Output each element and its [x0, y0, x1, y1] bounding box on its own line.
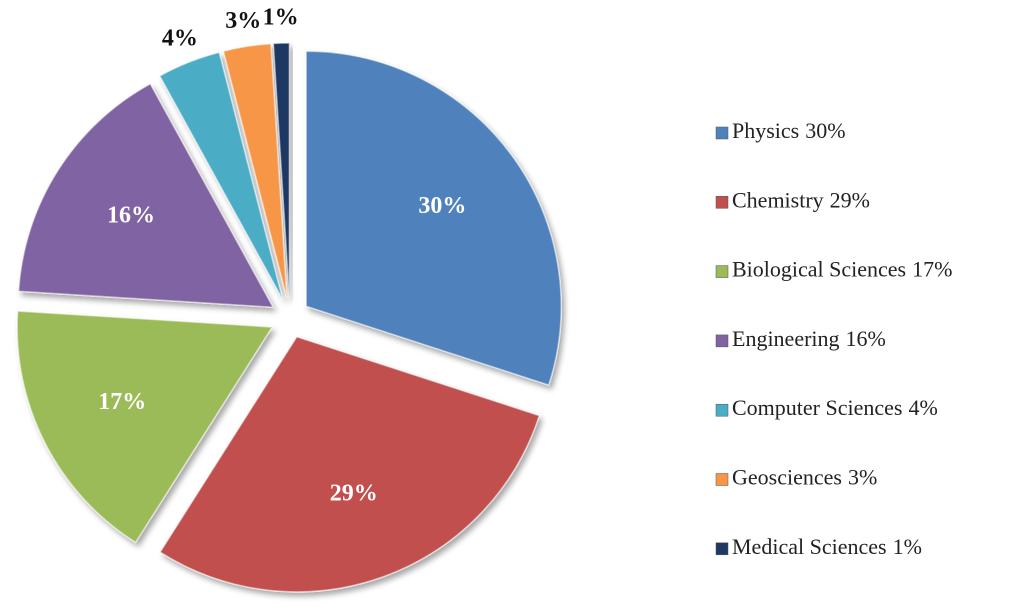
legend-swatch: [715, 403, 729, 417]
pie-slice: [272, 42, 291, 299]
legend-value: 29%: [830, 187, 870, 212]
pie-slice: [222, 42, 288, 299]
legend-name: Engineering: [732, 326, 840, 351]
legend-name: Medical Sciences: [732, 534, 887, 559]
data-label: 17%: [98, 389, 146, 415]
legend-entry: Geosciences 3%: [732, 465, 877, 490]
legend-value: 1%: [893, 534, 922, 559]
legend-name: Chemistry: [732, 187, 824, 212]
legend-entry: Medical Sciences 1%: [732, 534, 922, 559]
pie-slice: [158, 51, 284, 300]
data-label: 29%: [330, 481, 378, 507]
legend-swatch: [715, 265, 729, 278]
data-labels: 30% 29% 17% 16% 4% 3% 1%: [98, 5, 466, 507]
legend-name: Physics: [732, 118, 799, 143]
legend-swatch: [715, 334, 729, 348]
legend-swatch: [715, 542, 729, 556]
legend-swatch: [715, 126, 729, 140]
legend-name: Computer Sciences: [732, 395, 902, 420]
pie: [16, 42, 562, 593]
legend-entry: Physics 30%: [732, 118, 846, 143]
legend-value: 3%: [848, 465, 877, 490]
pie-slice: [305, 50, 562, 386]
legend: Physics 30% Chemistry 29% Biological Science…: [715, 118, 952, 559]
legend-entry: Chemistry 29%: [732, 187, 870, 212]
legend-entry: Computer Sciences 4%: [732, 395, 938, 420]
pie-slice: [17, 82, 275, 309]
pie-slice: [16, 310, 274, 544]
legend-value: 4%: [908, 395, 937, 420]
legend-value: 17%: [912, 257, 952, 282]
data-label: 3%: [225, 8, 261, 34]
legend-name: Biological Sciences: [732, 257, 906, 282]
data-label: 30%: [418, 193, 466, 219]
legend-entry: Engineering 16%: [732, 326, 886, 351]
data-label: 4%: [162, 25, 198, 51]
data-label: 16%: [107, 203, 155, 229]
legend-swatch: [715, 473, 729, 486]
data-label: 1%: [263, 5, 299, 31]
legend-entry: Biological Sciences 17%: [732, 257, 952, 282]
legend-value: 30%: [805, 118, 845, 143]
legend-swatch: [715, 196, 729, 209]
pie-slice: [159, 335, 541, 593]
legend-value: 16%: [846, 326, 886, 351]
legend-name: Geosciences: [732, 465, 842, 490]
